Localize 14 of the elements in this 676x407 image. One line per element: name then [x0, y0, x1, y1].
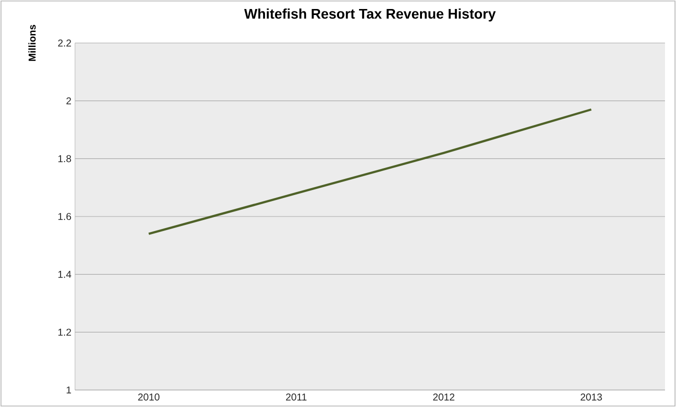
y-tick-label: 1.2 — [58, 328, 71, 336]
y-tick-label: 1.4 — [58, 270, 72, 278]
y-axis-title: Millions — [28, 24, 36, 61]
y-tick-label: 1.6 — [58, 212, 72, 220]
x-tick-label: 2011 — [286, 394, 306, 401]
x-tick-label: 2012 — [433, 394, 454, 401]
y-tick-label: 1.8 — [58, 155, 72, 162]
x-tick-label: 2010 — [138, 394, 160, 401]
y-tick-label: 1 — [66, 386, 72, 394]
y-tick-label: 2.2 — [58, 40, 71, 46]
y-tick-label: 2 — [66, 97, 71, 104]
line-series — [148, 108, 592, 235]
chart-title: Whitefish Resort Tax Revenue History — [244, 8, 496, 22]
x-tick-label: 2013 — [580, 394, 602, 401]
